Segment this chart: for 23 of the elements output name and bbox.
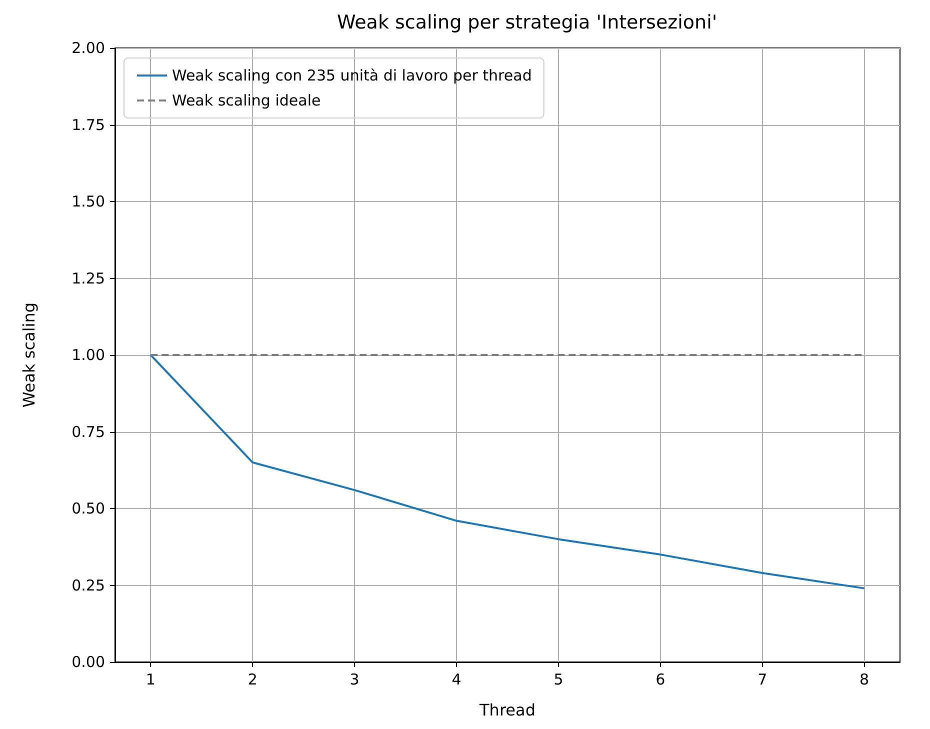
x-tick-label: 5	[554, 670, 564, 688]
y-tick-label: 0.75	[72, 422, 105, 441]
y-tick-label: 0.50	[72, 500, 105, 518]
y-tick-label: 1.50	[72, 192, 105, 210]
y-tick-label: 1.75	[72, 116, 105, 134]
y-tick-label: 2.00	[72, 39, 105, 57]
y-tick-label: 1.25	[72, 269, 105, 288]
chart-title: Weak scaling per strategia 'Intersezioni'	[336, 12, 718, 34]
x-tick-label: 7	[758, 670, 768, 688]
y-tick-label: 0.00	[72, 653, 105, 671]
x-tick-label: 4	[452, 670, 462, 688]
legend-label: Weak scaling con 235 unità di lavoro per thread	[172, 66, 532, 84]
y-tick-label: 0.25	[72, 576, 105, 594]
x-tick-label: 3	[350, 670, 360, 688]
y-tick-label: 1.00	[72, 346, 105, 364]
x-tick-label: 2	[248, 670, 258, 688]
line-series	[150, 354, 866, 590]
x-tick-label: 1	[146, 670, 156, 688]
x-tick-label: 8	[860, 670, 870, 688]
x-tick-label: 6	[656, 670, 666, 688]
y-axis-title: Weak scaling	[20, 302, 38, 408]
x-axis-title: Thread	[478, 700, 536, 720]
legend-label: Weak scaling ideale	[172, 92, 321, 110]
